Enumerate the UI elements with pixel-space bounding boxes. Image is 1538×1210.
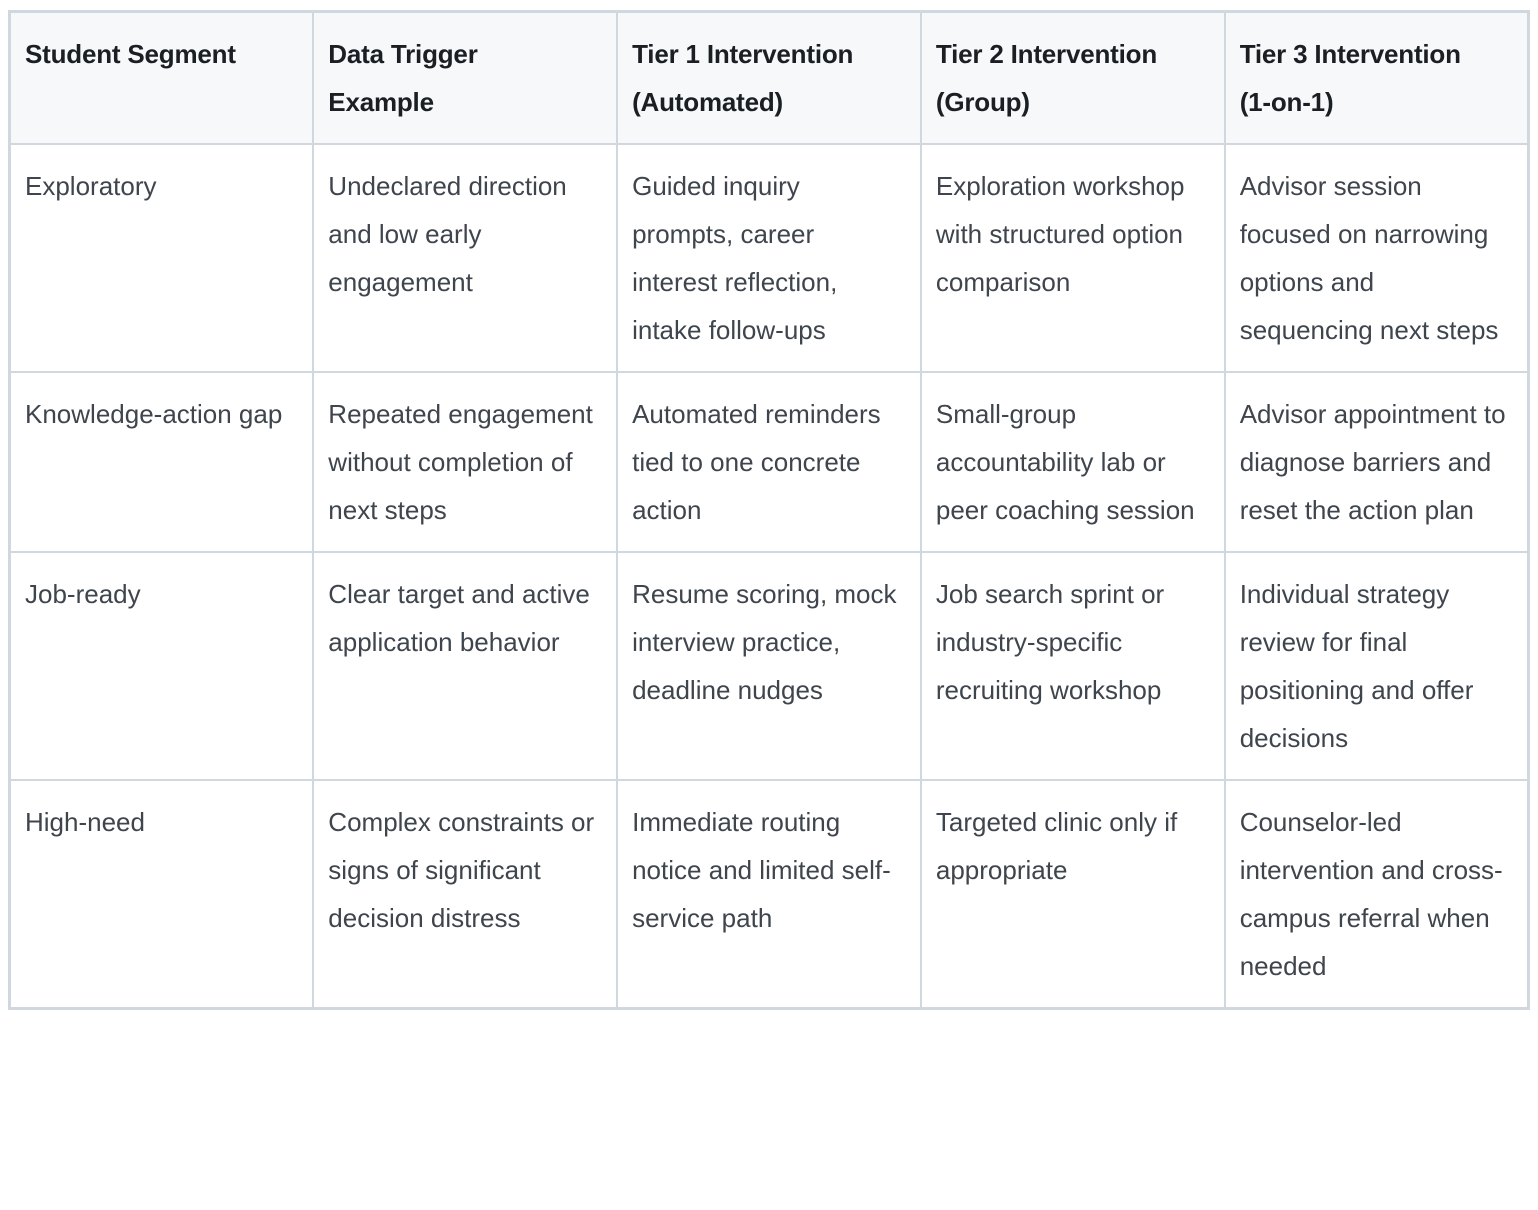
column-header-tier-2-intervention: Tier 2 Intervention (Group) bbox=[919, 10, 1226, 145]
cell-tier-1: Automated reminders tied to one concrete… bbox=[616, 371, 922, 553]
cell-tier-1: Guided inquiry prompts, career interest … bbox=[616, 143, 922, 373]
cell-tier-2: Targeted clinic only if appropriate bbox=[919, 779, 1226, 1010]
header-label-line: (1-on-1) bbox=[1239, 87, 1334, 117]
header-label-line: Tier 3 Intervention bbox=[1239, 39, 1461, 69]
header-label-line: (Group) bbox=[935, 87, 1030, 117]
cell-data-trigger: Undeclared direction and low early engag… bbox=[312, 143, 619, 373]
cell-tier-3: Advisor session focused on narrowing opt… bbox=[1223, 143, 1530, 373]
cell-tier-2: Small-group accountability lab or peer c… bbox=[919, 371, 1226, 553]
header-label-line: Tier 1 Intervention bbox=[632, 39, 854, 69]
header-label-line: Tier 2 Intervention bbox=[935, 39, 1158, 69]
column-header-tier-3-intervention: Tier 3 Intervention (1-on-1) bbox=[1223, 10, 1530, 145]
cell-segment: Exploratory bbox=[8, 143, 315, 373]
cell-data-trigger: Repeated engagement without completion o… bbox=[312, 371, 619, 553]
cell-tier-2: Exploration workshop with structured opt… bbox=[919, 143, 1226, 373]
intervention-matrix-table: Student Segment Data Trigger Example Tie… bbox=[8, 10, 1530, 1010]
cell-tier-1: Immediate routing notice and limited sel… bbox=[616, 779, 922, 1010]
cell-tier-2: Job search sprint or industry-specific r… bbox=[919, 551, 1226, 781]
header-label-line: (Automated) bbox=[632, 87, 783, 117]
header-label-line: Data Trigger bbox=[328, 39, 478, 69]
table-row-knowledge-action-gap: Knowledge-action gap Repeated engagement… bbox=[8, 371, 1530, 553]
column-header-tier-1-intervention: Tier 1 Intervention (Automated) bbox=[616, 10, 922, 145]
cell-data-trigger: Complex constraints or signs of signific… bbox=[312, 779, 619, 1010]
cell-tier-3: Advisor appointment to diagnose barriers… bbox=[1223, 371, 1530, 553]
header-row: Student Segment Data Trigger Example Tie… bbox=[8, 10, 1530, 145]
column-header-student-segment: Student Segment bbox=[8, 10, 315, 145]
cell-tier-1: Resume scoring, mock interview practice,… bbox=[616, 551, 922, 781]
cell-segment: Job-ready bbox=[8, 551, 315, 781]
table-row-exploratory: Exploratory Undeclared direction and low… bbox=[8, 143, 1530, 373]
cell-data-trigger: Clear target and active application beha… bbox=[312, 551, 619, 781]
column-header-data-trigger-example: Data Trigger Example bbox=[312, 10, 619, 145]
table-row-high-need: High-need Complex constraints or signs o… bbox=[8, 779, 1530, 1010]
cell-segment: Knowledge-action gap bbox=[8, 371, 315, 553]
cell-segment: High-need bbox=[8, 779, 315, 1010]
cell-tier-3: Individual strategy review for final pos… bbox=[1223, 551, 1530, 781]
header-label-line: Student Segment bbox=[25, 39, 236, 69]
table-row-job-ready: Job-ready Clear target and active applic… bbox=[8, 551, 1530, 781]
header-label-line: Example bbox=[328, 87, 434, 117]
cell-tier-3: Counselor-led intervention and cross-cam… bbox=[1223, 779, 1530, 1010]
